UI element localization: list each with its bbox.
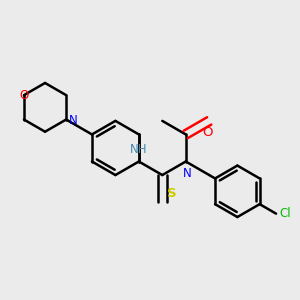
Text: NH: NH [130,142,148,156]
Text: S: S [167,187,176,200]
Text: N: N [183,167,192,180]
Text: O: O [19,89,28,102]
Text: O: O [202,126,213,139]
Text: Cl: Cl [279,207,291,220]
Text: N: N [69,114,78,128]
